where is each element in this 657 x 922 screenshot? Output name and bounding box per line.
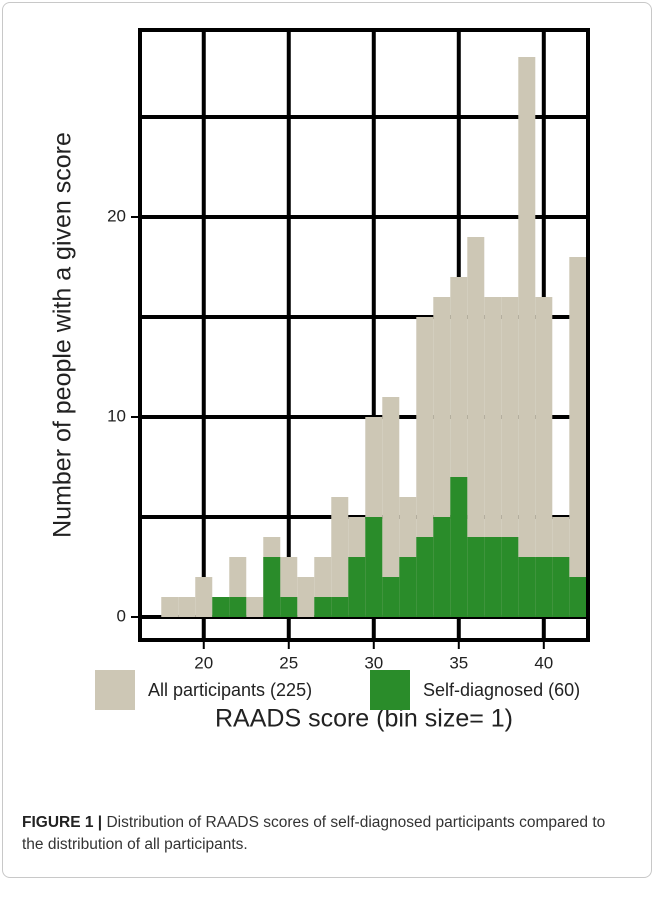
- legend-label: Self-diagnosed (60): [423, 680, 580, 700]
- x-axis-label: RAADS score (bin size= 1): [215, 705, 513, 733]
- bar: [314, 597, 332, 617]
- bar: [161, 597, 179, 617]
- bar: [263, 557, 281, 617]
- figure-frame: [2, 2, 652, 878]
- x-tick-label: 30: [364, 653, 383, 672]
- caption: FIGURE 1 | Distribution of RAADS scores …: [22, 812, 622, 856]
- legend-swatch: [95, 670, 135, 710]
- bar: [433, 517, 451, 617]
- bar: [229, 597, 247, 617]
- legend-label: All participants (225): [148, 680, 312, 700]
- bar: [569, 577, 587, 617]
- bar: [280, 597, 298, 617]
- bar: [348, 557, 366, 617]
- bar: [382, 577, 400, 617]
- caption-label: FIGURE 1 |: [22, 814, 103, 831]
- x-tick-label: 25: [279, 653, 298, 672]
- bar: [467, 537, 485, 617]
- bar: [535, 297, 553, 617]
- bar: [552, 557, 570, 617]
- bar: [399, 557, 417, 617]
- y-tick-label: 0: [117, 606, 126, 625]
- x-tick-label: 35: [449, 653, 468, 672]
- caption-text: Distribution of RAADS scores of self-dia…: [22, 814, 606, 853]
- x-tick-label: 20: [194, 653, 213, 672]
- bar: [212, 597, 230, 617]
- y-axis-label: Number of people with a given score: [49, 132, 77, 538]
- bar: [365, 517, 383, 617]
- bar: [484, 537, 502, 617]
- y-tick-label: 10: [107, 406, 126, 425]
- bar: [535, 557, 553, 617]
- y-tick-label: 20: [107, 206, 126, 225]
- bar: [467, 237, 485, 617]
- bar: [246, 597, 264, 617]
- bar: [501, 537, 519, 617]
- bar: [178, 597, 196, 617]
- bar: [518, 57, 536, 617]
- bar: [518, 557, 536, 617]
- bar: [416, 537, 434, 617]
- bar: [297, 577, 315, 617]
- legend-swatch: [370, 670, 410, 710]
- bar: [331, 597, 349, 617]
- bar: [569, 257, 587, 617]
- bar: [331, 497, 349, 617]
- bar: [382, 397, 400, 617]
- bar: [450, 477, 468, 617]
- x-tick-label: 40: [534, 653, 553, 672]
- bar: [195, 577, 213, 617]
- plot-frame: [138, 28, 590, 642]
